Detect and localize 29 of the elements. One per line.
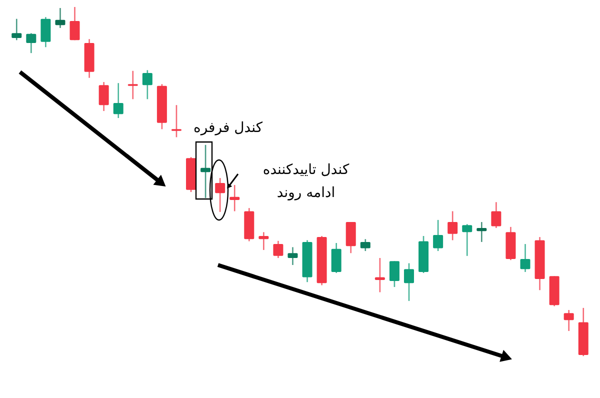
- candlestick: [26, 32, 36, 54]
- candlestick: [520, 243, 530, 273]
- candlestick: [128, 70, 138, 100]
- candlestick: [331, 242, 342, 274]
- candlestick: [360, 238, 370, 252]
- candlestick: [258, 232, 269, 251]
- candlestick: [200, 144, 211, 199]
- candlestick: [70, 6, 80, 41]
- candlestick: [40, 16, 51, 48]
- candlestick: [404, 262, 414, 302]
- candlestick: [448, 210, 458, 241]
- candlestick: [142, 70, 152, 100]
- candlestick: [476, 221, 487, 243]
- candlestick: [12, 18, 22, 41]
- annotation: کندل فرفره: [193, 120, 263, 136]
- candlestick: [389, 260, 400, 288]
- candlestick: [55, 7, 66, 29]
- candlestick: [491, 201, 502, 229]
- candlestick: [113, 82, 124, 119]
- candlestick: [98, 81, 109, 112]
- candlestick: [288, 246, 298, 266]
- candlestick: [564, 309, 574, 332]
- candlestick: [374, 257, 385, 293]
- candlestick: [433, 219, 444, 252]
- candlestick: [215, 177, 226, 213]
- candlestick: [462, 223, 472, 257]
- candlestick: [273, 240, 284, 259]
- annotation: کندل تاییدکننده ادامه روند: [262, 162, 350, 201]
- candlestick: [171, 104, 182, 138]
